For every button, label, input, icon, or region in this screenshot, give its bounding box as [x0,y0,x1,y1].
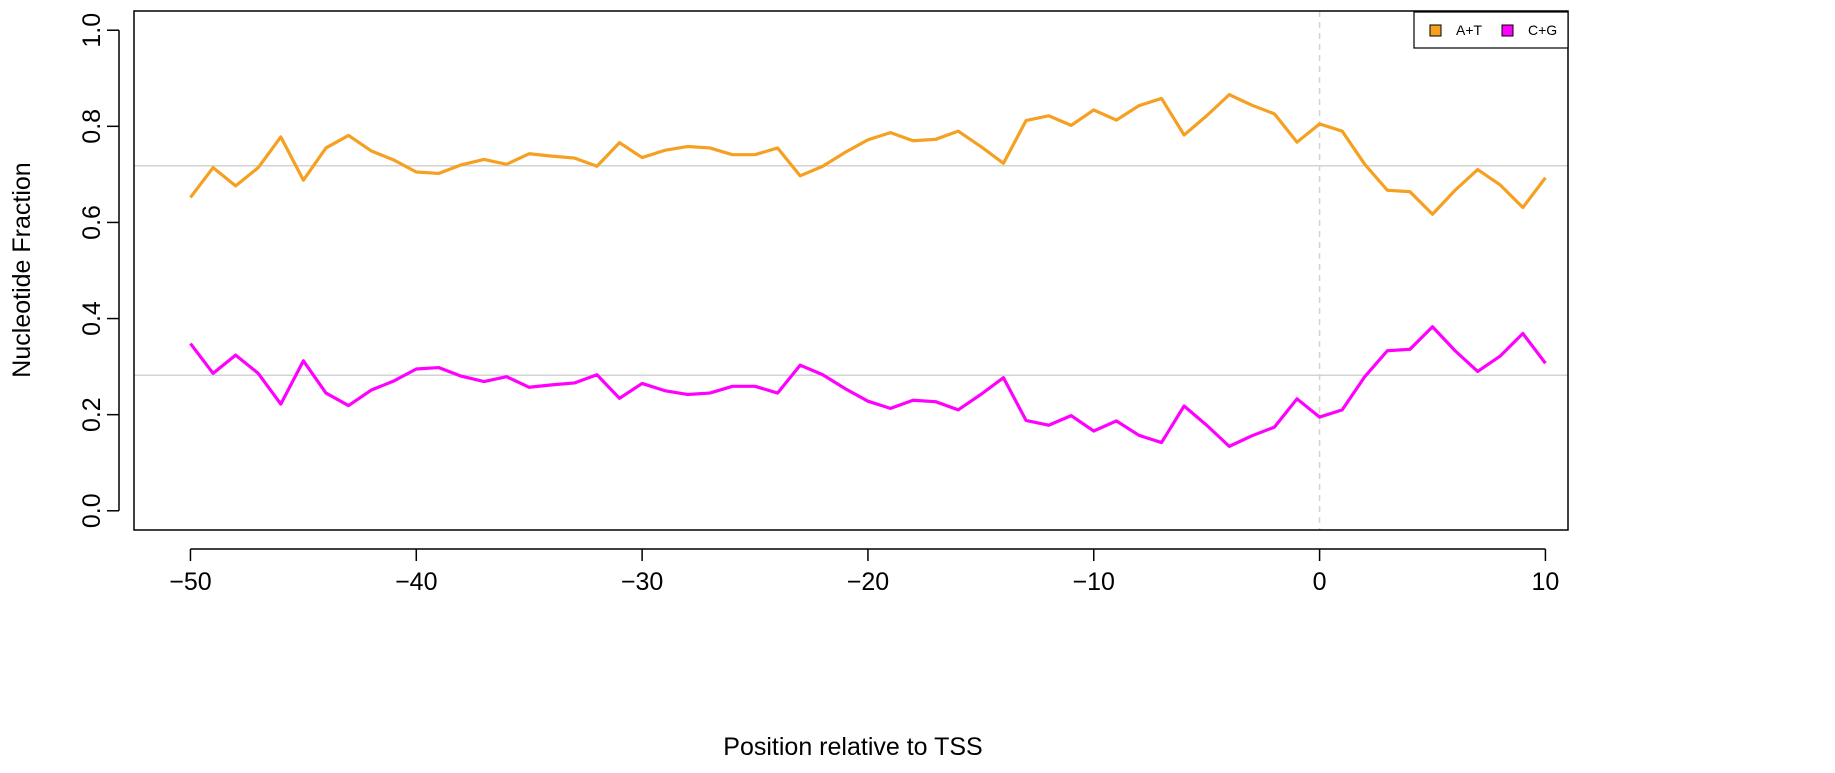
x-tick-label: −40 [395,568,437,596]
y-tick-label: 0.8 [78,109,106,144]
x-tick-label: 0 [1313,568,1327,596]
x-tick-label: 10 [1532,568,1560,596]
x-axis-label: Position relative to TSS [723,733,982,761]
legend-swatch [1429,24,1442,37]
series-line-cg [189,325,1547,448]
reference-lines [134,11,1568,530]
x-tick-label: −20 [847,568,889,596]
legend-label: C+G [1528,22,1557,38]
series-lines [189,93,1547,448]
y-tick-label: 0.6 [78,205,106,240]
y-tick-label: 1.0 [78,13,106,48]
x-tick-label: −50 [169,568,211,596]
y-tick-label: 0.4 [78,301,106,336]
legend-label: A+T [1456,22,1483,38]
y-tick-label: 0.2 [78,397,106,432]
y-axis: 0.0 0.2 0.4 0.6 0.8 1.0 [78,13,120,528]
series-line-at [189,93,1547,216]
legend: A+T C+G [1413,11,1569,49]
x-tick-label: −30 [621,568,663,596]
x-tick-label: −10 [1073,568,1115,596]
legend-swatch [1501,24,1514,37]
y-tick-label: 0.0 [78,493,106,528]
plot-frame [133,10,1569,531]
y-axis-label: Nucleotide Fraction [8,162,36,377]
x-axis: −50 −40 −30 −20 −10 0 10 [169,548,1560,596]
